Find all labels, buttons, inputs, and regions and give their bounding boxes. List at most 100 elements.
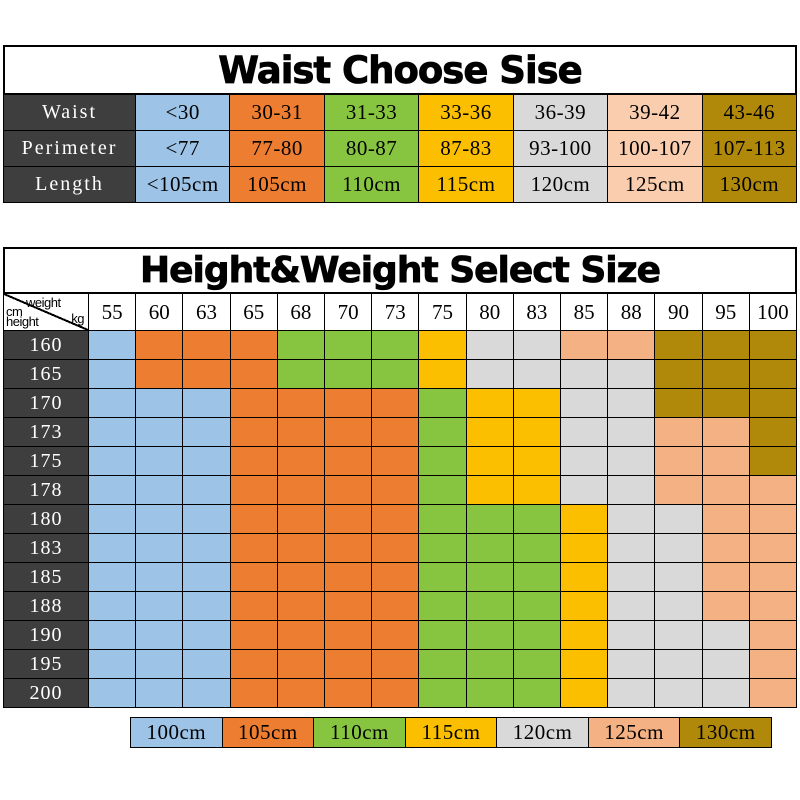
size-matrix-cell [513,650,561,679]
size-matrix-cell [325,360,373,389]
weight-header-cell: 85 [561,294,609,331]
size-matrix-cell [325,534,373,563]
size-matrix-cell [325,650,373,679]
size-matrix-cell [749,447,797,476]
size-matrix-cell [561,534,609,563]
waist-size-cell: 36-39 [513,95,609,131]
size-matrix-cell [277,418,325,447]
size-matrix-cell [136,563,184,592]
size-matrix-cell [372,331,420,360]
size-matrix-cell [277,650,325,679]
waist-size-cell: 77-80 [230,131,325,167]
corner-cm-unit: cm [6,304,23,319]
size-matrix-cell [230,447,278,476]
size-matrix-cell [419,534,467,563]
height-weight-grid: weight kg cm height 55 60 63 65 68 70 73 75 80 83 85 88… [3,294,797,708]
size-matrix-cell [655,476,703,505]
size-matrix-cell [608,563,656,592]
size-matrix-cell [655,447,703,476]
size-matrix-cell [372,592,420,621]
size-matrix-cell [608,505,656,534]
size-matrix-cell [325,679,373,708]
size-matrix-cell [230,505,278,534]
waist-size-cell: 30-31 [230,95,325,131]
size-matrix-cell [749,505,797,534]
size-matrix-cell [608,621,656,650]
legend-item: 100cm [131,718,223,748]
size-matrix-cell [372,534,420,563]
height-label-cell: 160 [4,331,89,360]
waist-size-cell: 43-46 [702,95,797,131]
size-matrix-cell [608,534,656,563]
size-matrix-cell [230,563,278,592]
size-matrix-cell [372,505,420,534]
size-matrix-cell [183,563,231,592]
size-matrix-cell [419,679,467,708]
size-matrix-cell [136,621,184,650]
height-weight-table-title: Height&Weight Select Size [3,247,797,294]
size-matrix-cell [277,621,325,650]
size-matrix-cell [277,505,325,534]
weight-header-cell: 55 [89,294,137,331]
size-matrix-cell [372,447,420,476]
size-matrix-cell [325,331,373,360]
height-label-cell: 190 [4,621,89,650]
size-matrix-cell [513,418,561,447]
size-matrix-cell [561,679,609,708]
waist-size-cell: 93-100 [513,131,609,167]
size-matrix-cell [89,650,137,679]
size-matrix-cell [372,621,420,650]
waist-size-cell: <77 [136,131,231,167]
size-matrix-cell [419,621,467,650]
size-matrix-cell [419,650,467,679]
size-matrix-cell [277,679,325,708]
size-matrix-cell [230,621,278,650]
size-matrix-cell [513,389,561,418]
waist-size-cell: 39-42 [608,95,703,131]
size-matrix-cell [89,563,137,592]
size-matrix-cell [513,360,561,389]
size-matrix-cell [183,621,231,650]
size-matrix-cell [230,534,278,563]
size-matrix-cell [325,447,373,476]
size-matrix-cell [419,389,467,418]
size-matrix-cell [655,331,703,360]
weight-header-cell: 63 [183,294,231,331]
size-matrix-cell [277,476,325,505]
size-matrix-cell [372,476,420,505]
size-matrix-cell [230,418,278,447]
size-matrix-cell [89,447,137,476]
size-matrix-cell [136,534,184,563]
legend-item: 110cm [314,718,406,748]
waist-row-label: Perimeter [4,131,136,167]
waist-row-label: Length [4,167,136,203]
size-matrix-cell [325,476,373,505]
size-matrix-cell [277,592,325,621]
size-matrix-cell [136,360,184,389]
size-matrix-cell [89,505,137,534]
size-matrix-cell [608,650,656,679]
size-matrix-cell [702,621,750,650]
waist-size-cell: 110cm [324,167,420,203]
size-matrix-cell [372,418,420,447]
size-matrix-cell [561,389,609,418]
legend-item: 105cm [222,718,315,748]
weight-header-cell: 90 [655,294,703,331]
size-matrix-cell [513,592,561,621]
waist-size-cell: <30 [136,95,231,131]
size-matrix-cell [702,360,750,389]
size-matrix-cell [372,563,420,592]
size-matrix-cell [466,389,514,418]
size-matrix-cell [136,650,184,679]
size-matrix-cell [466,505,514,534]
height-label-cell: 195 [4,650,89,679]
waist-size-cell: 125cm [608,167,703,203]
size-matrix-cell [136,447,184,476]
size-matrix-cell [230,331,278,360]
weight-header-cell: 60 [136,294,184,331]
size-matrix-cell [608,476,656,505]
size-matrix-cell [749,331,797,360]
size-matrix-cell [89,418,137,447]
size-matrix-cell [608,592,656,621]
size-matrix-cell [419,360,467,389]
